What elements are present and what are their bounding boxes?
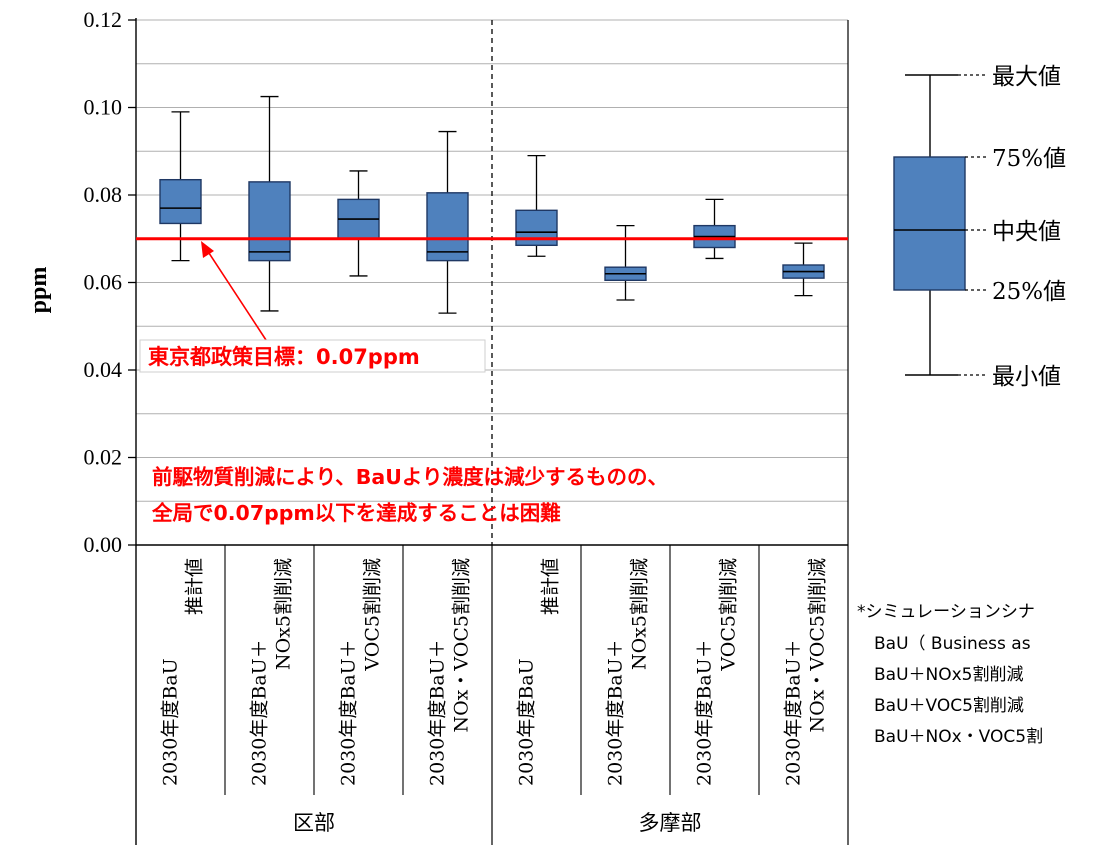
target-arrow-line xyxy=(206,249,267,341)
box-3 xyxy=(337,170,380,277)
category-labels: 2030年度BaU推計値2030年度BaU＋NOx5割削減2030年度BaU＋V… xyxy=(160,558,829,786)
target-annotation: 東京都政策目標：0.07ppm xyxy=(139,241,486,373)
category-label-line2: NOx5割削減 xyxy=(629,558,651,670)
category-label-line1: 2030年度BaU＋ xyxy=(338,639,360,786)
box-iqr xyxy=(426,192,469,262)
sim-note-line-4: BaU＋NOx・VOC5割 xyxy=(874,727,1043,747)
sim-note-title: *シミュレーションシナ xyxy=(857,602,1035,622)
category-label-line2: NOx・VOC5割削減 xyxy=(451,558,473,733)
category-label-3: 2030年度BaU＋VOC5割削減 xyxy=(338,558,384,786)
box-iqr xyxy=(248,181,291,262)
axes xyxy=(135,18,849,845)
category-label-line2: 推計値 xyxy=(540,558,562,615)
box-7 xyxy=(693,198,736,260)
category-label-2: 2030年度BaU＋NOx5割削減 xyxy=(249,558,295,786)
y-tick-label: 0.08 xyxy=(84,182,123,207)
sim-note-line-2: BaU＋NOx5割削減 xyxy=(874,665,1024,685)
category-label-line2: VOC5割削減 xyxy=(718,558,740,672)
y-tick-label: 0.04 xyxy=(84,357,123,382)
category-label-line1: 2030年度BaU＋ xyxy=(427,639,449,786)
category-label-5: 2030年度BaU 推計値 xyxy=(516,558,562,786)
legend-q3-label: 75%値 xyxy=(992,146,1066,172)
group-label-2: 多摩部 xyxy=(639,811,702,835)
category-label-line1: 2030年度BaU＋ xyxy=(249,639,271,786)
category-label-7: 2030年度BaU＋VOC5割削減 xyxy=(694,558,740,786)
y-tick-label: 0.06 xyxy=(84,270,123,295)
box-6 xyxy=(604,224,647,301)
category-label-line2: NOx・VOC5割削減 xyxy=(807,558,829,733)
sim-note-line-1: BaU（ Business as xyxy=(874,634,1031,654)
category-label-line1: 2030年度BaU＋ xyxy=(605,639,627,786)
y-tick-label: 0.12 xyxy=(84,7,123,32)
box-5 xyxy=(515,154,558,257)
y-tick-label: 0.10 xyxy=(84,95,123,120)
y-tick-label: 0.00 xyxy=(84,532,123,557)
note-line-2: 全局で0.07ppm以下を達成することは困難 xyxy=(151,501,561,525)
category-label-1: 2030年度BaU 推計値 xyxy=(160,558,206,786)
conclusion-note: 前駆物質削減により、BaUより濃度は減少するものの、 全局で0.07ppm以下を… xyxy=(151,465,668,525)
box-4 xyxy=(426,130,469,314)
legend-q1-label: 25%値 xyxy=(992,279,1066,305)
simulation-scenario-note: *シミュレーションシナ BaU（ Business as BaU＋NOx5割削減… xyxy=(857,602,1043,747)
box-1 xyxy=(159,111,202,262)
target-label: 東京都政策目標：0.07ppm xyxy=(148,345,420,369)
y-axis-label: ppm xyxy=(26,267,52,314)
box-8 xyxy=(782,242,825,297)
box-2 xyxy=(248,95,291,312)
box-legend: 最大値 75%値 中央値 25%値 最小値 xyxy=(893,64,1066,390)
category-label-line1: 2030年度BaU＋ xyxy=(694,639,716,786)
category-label-line2: 推計値 xyxy=(184,558,206,615)
group-label-1: 区部 xyxy=(293,811,335,835)
category-label-8: 2030年度BaU＋ NOx・VOC5割削減 xyxy=(783,558,829,786)
legend-median-label: 中央値 xyxy=(992,219,1061,245)
category-label-line1: 2030年度BaU xyxy=(516,658,538,786)
y-tick-labels: 0.00 0.02 0.04 0.06 0.08 0.10 0.12 xyxy=(84,7,136,557)
box-series xyxy=(159,95,825,314)
category-label-6: 2030年度BaU＋NOx5割削減 xyxy=(605,558,651,786)
target-arrow-head xyxy=(201,241,214,258)
legend-box xyxy=(893,156,966,291)
category-label-line1: 2030年度BaU＋ xyxy=(783,639,805,786)
legend-max-label: 最大値 xyxy=(992,64,1061,90)
group-labels: 区部 多摩部 xyxy=(293,811,702,835)
note-line-1: 前駆物質削減により、BaUより濃度は減少するものの、 xyxy=(152,465,668,489)
target-label-box xyxy=(139,339,486,373)
y-tick-label: 0.02 xyxy=(84,445,123,470)
category-label-line2: NOx5割削減 xyxy=(273,558,295,670)
legend-min-label: 最小値 xyxy=(992,364,1061,390)
category-label-4: 2030年度BaU＋ NOx・VOC5割削減 xyxy=(427,558,473,786)
box-iqr xyxy=(159,178,202,225)
category-label-line1: 2030年度BaU xyxy=(160,658,182,786)
sim-note-line-3: BaU＋VOC5割削減 xyxy=(874,696,1024,716)
category-label-line2: VOC5割削減 xyxy=(362,558,384,672)
